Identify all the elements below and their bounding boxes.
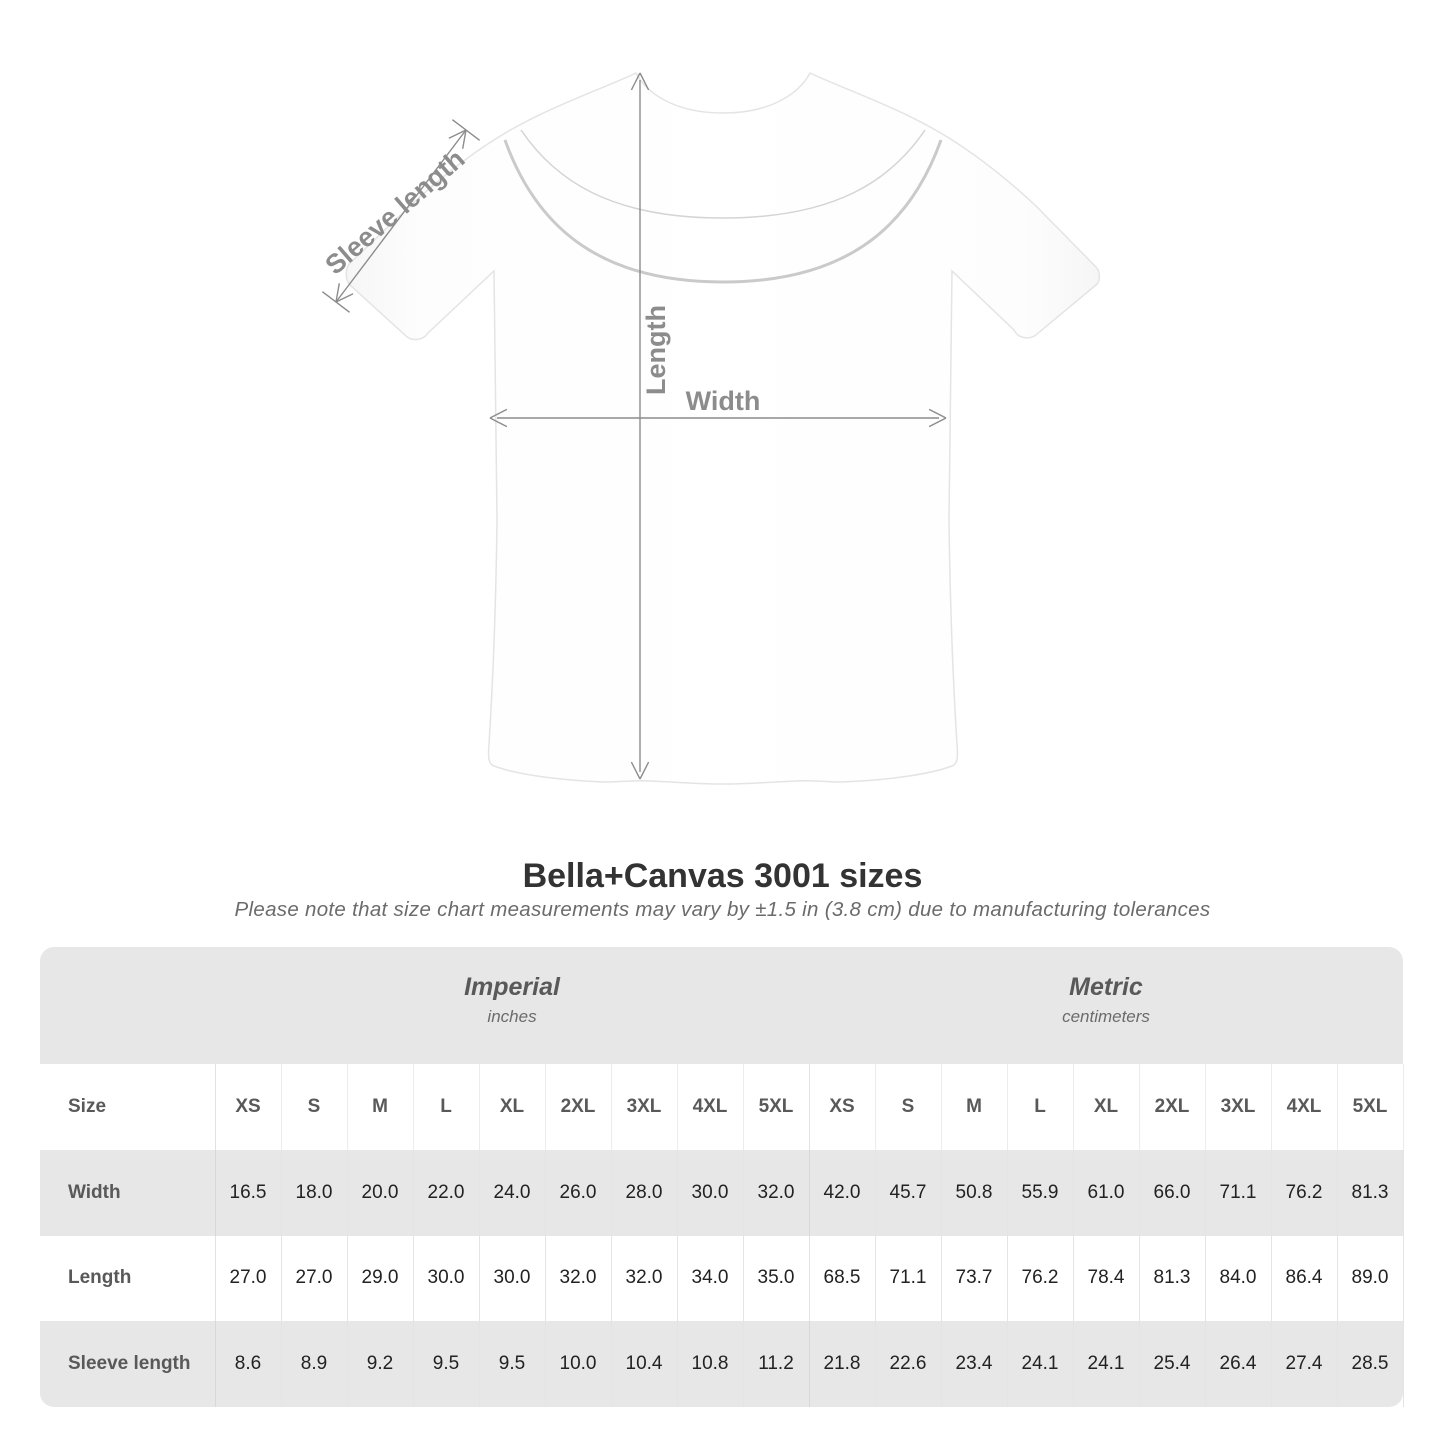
svg-text:Width: Width [686, 386, 761, 416]
